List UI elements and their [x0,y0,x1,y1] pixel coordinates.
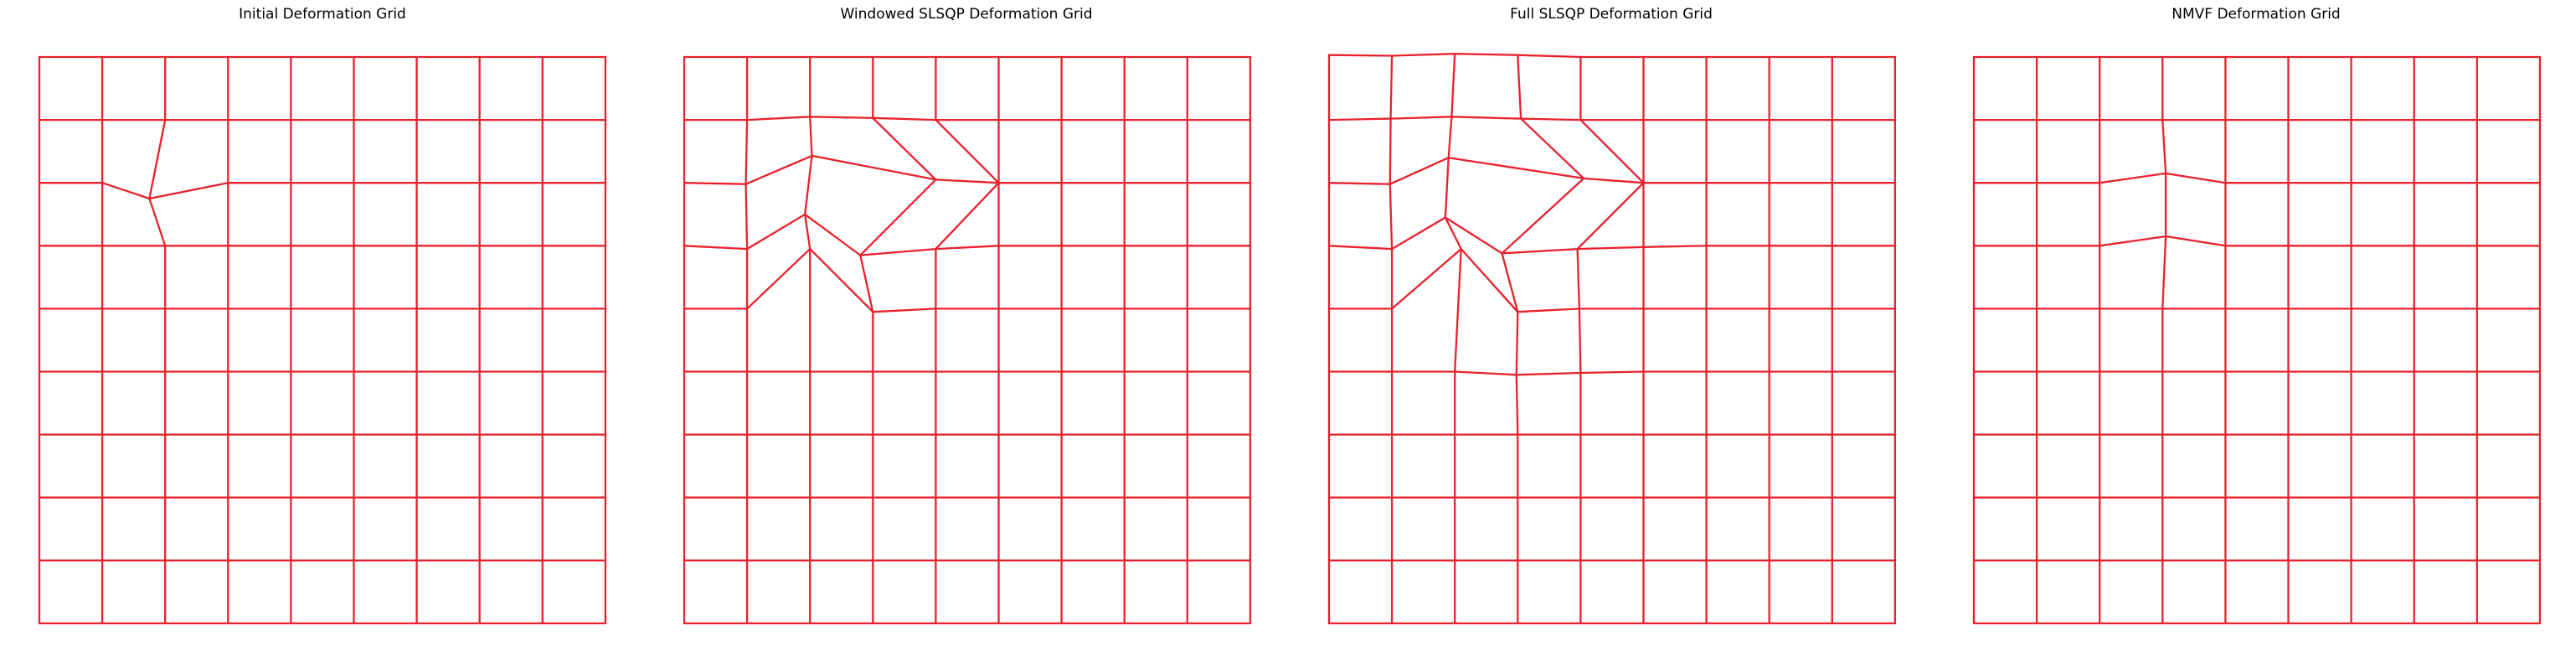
grid-row-line [1327,247,1897,313]
grid-column-line [859,55,937,625]
panel-windowed-slsqp: Windowed SLSQP Deformation Grid [683,6,1252,625]
grid-row-line [1972,172,2542,184]
grid-column-line [1388,54,1394,625]
grid-column-line [1576,55,1645,625]
grid-row-line [683,116,1252,122]
grid-column-line [804,55,813,625]
panel-title: Windowed SLSQP Deformation Grid [840,6,1092,23]
grid-column-line [1444,53,1462,625]
grid-row-line [1972,235,2542,247]
grid-row-line [1327,116,1897,122]
grid-row-line [683,154,1252,185]
deformation-grid [1972,55,2542,625]
panel-title: Full SLSQP Deformation Grid [1510,6,1713,23]
panel-nmvf: NMVF Deformation Grid [1972,6,2542,625]
grid-column-line [935,55,1000,625]
grid-row-line [1327,157,1897,185]
grid-column-line [744,55,749,625]
grid-column-line [148,55,167,625]
grid-row-line [1327,216,1897,255]
panel-title: Initial Deformation Grid [239,6,406,23]
deformation-grid [1327,53,1897,625]
grid-row-line [38,182,607,200]
grid-row-line [683,247,1252,313]
grid-column-line [2161,55,2167,625]
grid-column-line [1501,54,1585,625]
grid-row-line [1327,370,1897,376]
panel-initial: Initial Deformation Grid [38,6,607,625]
deformation-grid [683,55,1252,625]
deformation-grid [38,55,607,625]
panel-title: NMVF Deformation Grid [2172,6,2340,23]
grid-row-line [683,213,1252,256]
grid-row-line [1327,53,1897,59]
panel-full-slsqp: Full SLSQP Deformation Grid [1327,6,1897,625]
